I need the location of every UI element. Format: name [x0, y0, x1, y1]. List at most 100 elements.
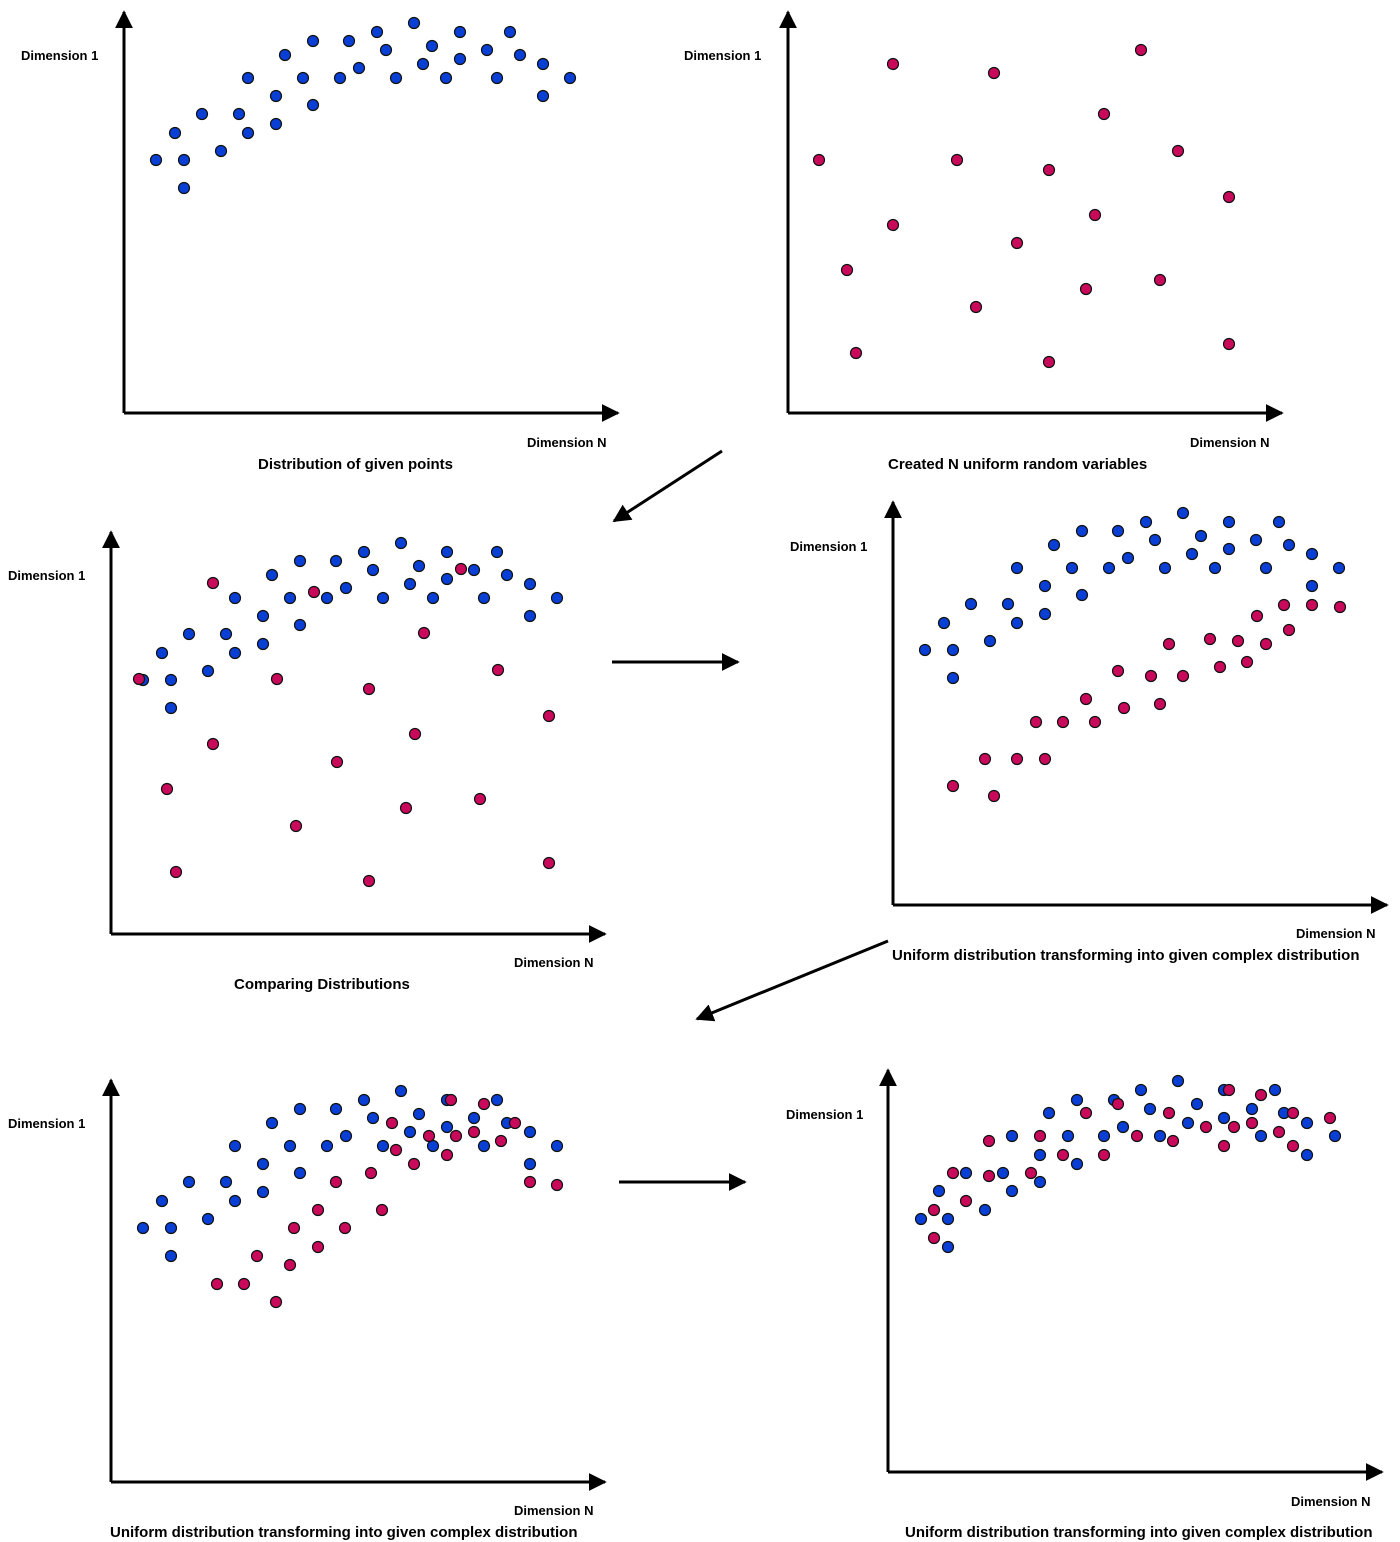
uniform-point	[311, 1240, 325, 1254]
given-point	[293, 1166, 307, 1180]
uniform-point	[417, 626, 431, 640]
given-point	[201, 664, 215, 678]
given-point	[403, 1125, 417, 1139]
given-point	[1208, 561, 1222, 575]
uniform-point	[849, 346, 863, 360]
given-point	[1116, 1120, 1130, 1134]
given-point	[550, 591, 564, 605]
uniform-point	[477, 1097, 491, 1111]
uniform-point	[1213, 660, 1227, 674]
given-point	[1176, 506, 1190, 520]
given-point	[941, 1240, 955, 1254]
given-point	[1254, 1129, 1268, 1143]
given-point	[366, 1111, 380, 1125]
panel-2-ylabel: Dimension 1	[684, 48, 762, 63]
uniform-point	[307, 585, 321, 599]
given-point	[1185, 547, 1199, 561]
given-point	[439, 71, 453, 85]
given-point	[357, 545, 371, 559]
given-point	[278, 48, 292, 62]
uniform-point	[160, 782, 174, 796]
given-point	[440, 572, 454, 586]
panel-5-axes	[102, 1078, 607, 1491]
given-point	[1143, 1102, 1157, 1116]
uniform-point	[1286, 1106, 1300, 1120]
uniform-point	[1117, 701, 1131, 715]
given-point	[1070, 1093, 1084, 1107]
panel-3-ylabel: Dimension 1	[8, 568, 86, 583]
given-point	[1075, 524, 1089, 538]
uniform-point	[978, 752, 992, 766]
given-point	[1038, 607, 1052, 621]
uniform-point	[959, 1194, 973, 1208]
uniform-point	[886, 57, 900, 71]
given-point	[182, 1175, 196, 1189]
given-point	[1222, 542, 1236, 556]
given-point	[1153, 1129, 1167, 1143]
panel-4-ylabel: Dimension 1	[790, 539, 868, 554]
uniform-point	[1079, 282, 1093, 296]
given-point	[480, 43, 494, 57]
uniform-point	[1088, 208, 1102, 222]
given-point	[1171, 1074, 1185, 1088]
panel-2-xlabel: Dimension N	[1190, 435, 1270, 450]
uniform-point	[473, 792, 487, 806]
given-point	[214, 144, 228, 158]
given-point	[983, 634, 997, 648]
given-point	[1272, 515, 1286, 529]
uniform-point	[1231, 634, 1245, 648]
given-point	[352, 61, 366, 75]
uniform-point	[1277, 598, 1291, 612]
uniform-point	[1171, 144, 1185, 158]
panel-4-axes	[884, 500, 1389, 914]
given-point	[1001, 597, 1015, 611]
given-point	[241, 71, 255, 85]
given-point	[1282, 538, 1296, 552]
given-point	[296, 71, 310, 85]
given-point	[467, 563, 481, 577]
uniform-point	[444, 1093, 458, 1107]
panel-2-caption: Created N uniform random variables	[888, 456, 1148, 473]
given-point	[964, 597, 978, 611]
given-point	[164, 1249, 178, 1263]
uniform-point	[987, 789, 1001, 803]
uniform-point	[132, 672, 146, 686]
uniform-point	[1056, 715, 1070, 729]
given-point	[550, 1139, 564, 1153]
uniform-point	[1203, 632, 1217, 646]
uniform-point	[206, 576, 220, 590]
given-point	[1102, 561, 1116, 575]
given-point	[1111, 524, 1125, 538]
given-point	[1010, 561, 1024, 575]
given-point	[228, 646, 242, 660]
given-point	[1005, 1129, 1019, 1143]
given-point	[329, 554, 343, 568]
given-point	[914, 1212, 928, 1226]
uniform-point	[375, 1203, 389, 1217]
uniform-point	[1097, 107, 1111, 121]
uniform-point	[1250, 609, 1264, 623]
given-point	[1305, 579, 1319, 593]
given-point	[320, 1139, 334, 1153]
given-point	[426, 1139, 440, 1153]
panel-5-points	[136, 1084, 564, 1309]
uniform-point	[1282, 623, 1296, 637]
given-point	[293, 618, 307, 632]
given-point	[219, 627, 233, 641]
given-point	[306, 98, 320, 112]
uniform-point	[982, 1169, 996, 1183]
uniform-point	[1134, 43, 1148, 57]
uniform-point	[454, 562, 468, 576]
given-point	[946, 671, 960, 685]
given-point	[389, 71, 403, 85]
given-point	[1148, 533, 1162, 547]
given-point	[1158, 561, 1172, 575]
uniform-point	[1024, 1166, 1038, 1180]
given-point	[1305, 547, 1319, 561]
uniform-point	[927, 1203, 941, 1217]
uniform-point	[1144, 669, 1158, 683]
uniform-point	[982, 1134, 996, 1148]
uniform-point	[1305, 598, 1319, 612]
uniform-point	[1033, 1129, 1047, 1143]
